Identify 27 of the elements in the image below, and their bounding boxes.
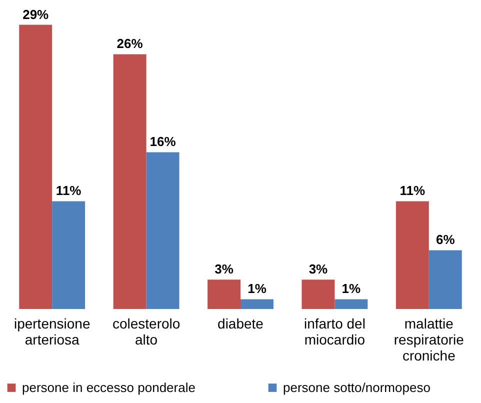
data-label: 29% [22,6,50,22]
bar [302,280,335,309]
data-label: 3% [308,262,328,277]
data-label: 26% [116,36,144,52]
bar [113,54,146,309]
data-label: 6% [436,232,456,248]
bar [52,201,86,309]
bar [146,152,180,309]
legend-label: persone sotto/normopeso [283,380,430,395]
legend-label: persone in eccesso ponderale [22,380,196,395]
x-tick-label: infarto del miocardio [304,316,366,348]
data-label: 11% [400,183,426,198]
bar [428,250,462,309]
data-label: 11% [56,183,82,198]
x-tick-label: diabete [218,316,264,332]
bar [19,24,52,309]
data-label: 16% [150,134,176,150]
x-tick-label: colesterolo alto [112,316,180,348]
data-label: 1% [248,281,267,296]
x-tick-label: malattie respiratorie croniche [394,316,464,364]
bar [240,299,274,309]
data-label: 1% [342,281,362,296]
x-tick-label: ipertensione arteriosa [14,316,90,348]
data-label: 3% [214,262,234,277]
bar [208,280,240,309]
bar [396,201,429,309]
bar [334,299,368,309]
